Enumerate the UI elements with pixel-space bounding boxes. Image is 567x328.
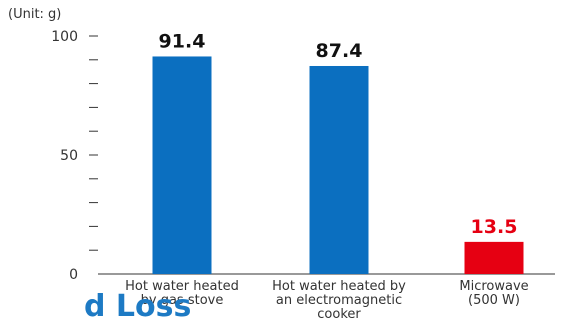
- category-label-line: Hot water heated by: [272, 279, 406, 294]
- category-label-line: an electromagnetic: [275, 293, 403, 308]
- bar: [152, 56, 212, 274]
- bar-value-label: 13.5: [471, 216, 518, 238]
- category-label-line: Hot water heated: [125, 279, 239, 294]
- bar: [464, 241, 524, 274]
- bar-value-label: 91.4: [159, 30, 206, 52]
- category-label: Hot water heated by gas stove: [107, 280, 257, 308]
- category-label: Microwave (500 W): [419, 280, 567, 308]
- category-label-line: by gas stove: [140, 293, 224, 308]
- category-label-line: Microwave: [459, 279, 529, 294]
- section-heading-fragment: d Loss: [84, 289, 192, 324]
- category-label-line: (500 W): [468, 293, 520, 308]
- bar-value-label: 87.4: [316, 40, 363, 62]
- bar: [309, 65, 369, 274]
- category-label: Hot water heated by an electromagnetic coo…: [264, 280, 414, 322]
- y-axis-tick-label: 0: [69, 267, 78, 283]
- unit-label: (Unit: g): [8, 7, 62, 22]
- y-axis-tick-label: 100: [51, 29, 78, 45]
- y-axis-tick-label: 50: [60, 148, 78, 164]
- category-label-line: cooker: [317, 307, 361, 322]
